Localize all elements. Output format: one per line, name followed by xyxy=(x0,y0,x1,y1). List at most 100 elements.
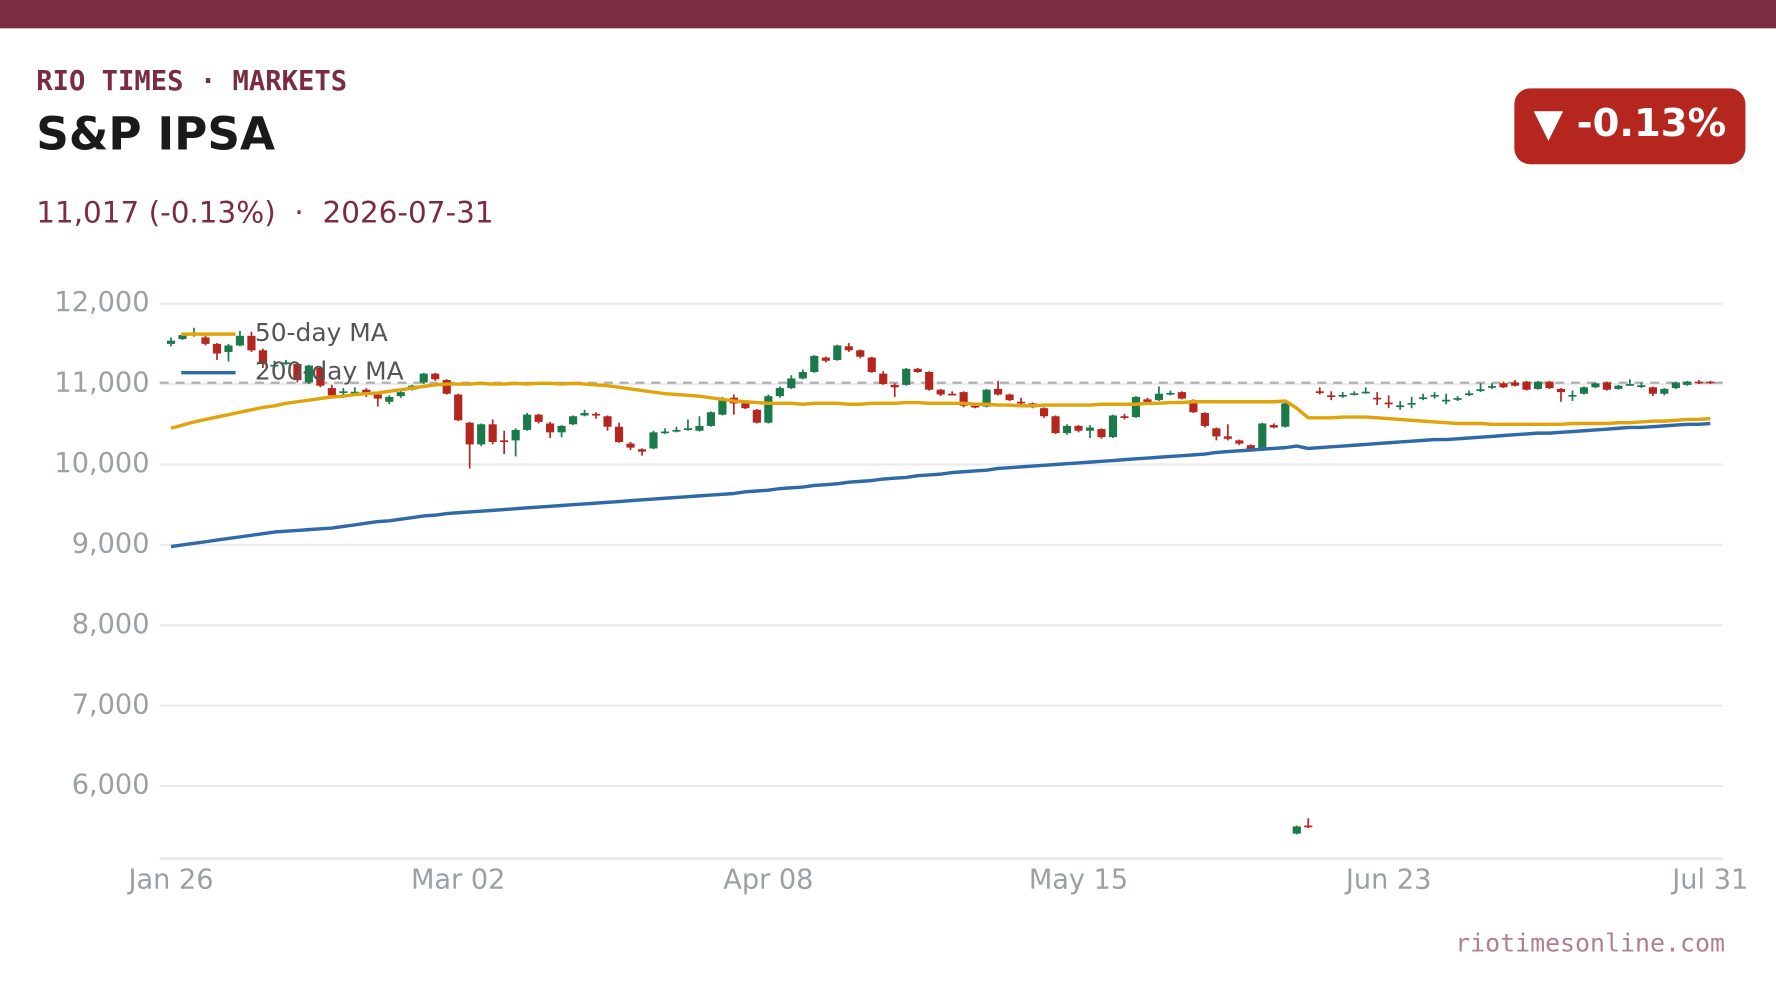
candle-body xyxy=(178,335,187,340)
candle-body xyxy=(1304,825,1313,828)
candle-body xyxy=(580,413,589,416)
candle-body xyxy=(672,429,681,432)
candle-body xyxy=(1522,381,1531,390)
y-tick-label: 9,000 xyxy=(72,528,150,559)
candle-body xyxy=(293,363,302,381)
candle-body xyxy=(1361,391,1370,394)
candle-body xyxy=(557,425,566,433)
ma-line xyxy=(170,421,1711,549)
candle-body xyxy=(603,416,612,427)
candle-body xyxy=(798,372,807,379)
candle-body xyxy=(534,414,543,422)
candle-body xyxy=(396,392,405,397)
candle-body xyxy=(1499,383,1508,388)
candle-body xyxy=(465,422,474,445)
candle-body xyxy=(247,335,256,351)
candle-body xyxy=(1407,402,1416,405)
candle-body xyxy=(1614,385,1623,389)
candle-body xyxy=(350,391,359,394)
candle-body xyxy=(1453,398,1462,400)
candle-body xyxy=(1464,393,1474,396)
candle-body xyxy=(1189,400,1198,413)
candle-body xyxy=(1269,425,1278,428)
candle-body xyxy=(1039,408,1049,417)
candle-body xyxy=(637,449,647,452)
candle-body xyxy=(304,365,313,383)
candle-body xyxy=(316,367,325,386)
candle-body xyxy=(695,425,704,431)
candle-body xyxy=(327,388,336,396)
badge xyxy=(1514,88,1746,165)
title: S&P IPSA xyxy=(36,108,275,161)
candle-body xyxy=(844,346,853,351)
candle-body xyxy=(1097,429,1106,438)
candle-body xyxy=(821,357,830,361)
candle-body xyxy=(833,345,842,360)
candle-body xyxy=(339,391,348,394)
candle-body xyxy=(1487,386,1497,388)
candle-body xyxy=(1637,385,1646,387)
candle-body xyxy=(419,373,428,383)
x-tick-label: May 15 xyxy=(1029,865,1128,896)
top-bar xyxy=(0,0,1776,29)
y-tick-label: 11,000 xyxy=(54,368,149,399)
candle-body xyxy=(787,378,796,389)
candle-body xyxy=(1085,427,1095,431)
footer: riotimesonline.com xyxy=(1455,929,1725,958)
candle-body xyxy=(546,423,555,433)
candle-body xyxy=(1200,413,1209,426)
candle-body xyxy=(1017,401,1026,404)
candle-body xyxy=(1430,394,1439,397)
candle-body xyxy=(1281,403,1290,427)
candle-body xyxy=(1338,394,1347,397)
x-tick-label: Jun 23 xyxy=(1344,865,1432,896)
candle-body xyxy=(614,426,624,442)
candle-body xyxy=(1292,826,1301,834)
candle-body xyxy=(1246,445,1255,451)
candle-body xyxy=(569,416,578,425)
candle-body xyxy=(1120,416,1129,418)
y-tick-label: 10,000 xyxy=(54,448,149,479)
candle-body xyxy=(1625,384,1634,386)
candle-body xyxy=(212,343,222,354)
candle-body xyxy=(683,428,693,431)
candle-body xyxy=(890,384,899,388)
candle-body xyxy=(1671,382,1680,389)
candle-body xyxy=(258,350,268,364)
y-tick-label: 12,000 xyxy=(54,287,149,318)
candle-body xyxy=(764,396,773,423)
candle-body xyxy=(1131,396,1141,418)
candle-body xyxy=(1166,392,1175,395)
candle-body xyxy=(235,335,245,346)
candle-body xyxy=(1108,415,1118,438)
candle-body xyxy=(523,414,532,430)
candle-body xyxy=(1591,383,1600,388)
candle-body xyxy=(948,393,957,396)
candle-body xyxy=(1235,440,1244,444)
candle-body xyxy=(1062,425,1072,434)
legend-label: 50-day MA xyxy=(255,318,388,347)
candle-body xyxy=(385,396,394,402)
legend-label: 200-day MA xyxy=(255,357,404,386)
candle-body xyxy=(1706,381,1715,384)
candle-body xyxy=(1350,393,1359,396)
candle-body xyxy=(500,440,509,443)
candle-body xyxy=(1154,393,1164,401)
candle-body xyxy=(971,405,980,408)
candle-body xyxy=(775,388,784,397)
x-tick-label: Jul 31 xyxy=(1670,865,1748,896)
candle-body xyxy=(1694,381,1703,384)
candle-body xyxy=(1533,381,1543,389)
candle-body xyxy=(1419,397,1428,400)
candle-body xyxy=(626,443,635,448)
candle-body xyxy=(166,340,176,344)
x-tick-label: Mar 02 xyxy=(411,865,505,896)
candle-body xyxy=(718,398,727,415)
candle-body xyxy=(856,350,865,357)
candle-body xyxy=(1223,436,1232,439)
subtitle: 11,017 (-0.13%) · 2026-07-31 xyxy=(36,196,493,230)
candle-body xyxy=(1683,381,1692,385)
candle-body xyxy=(936,389,945,395)
